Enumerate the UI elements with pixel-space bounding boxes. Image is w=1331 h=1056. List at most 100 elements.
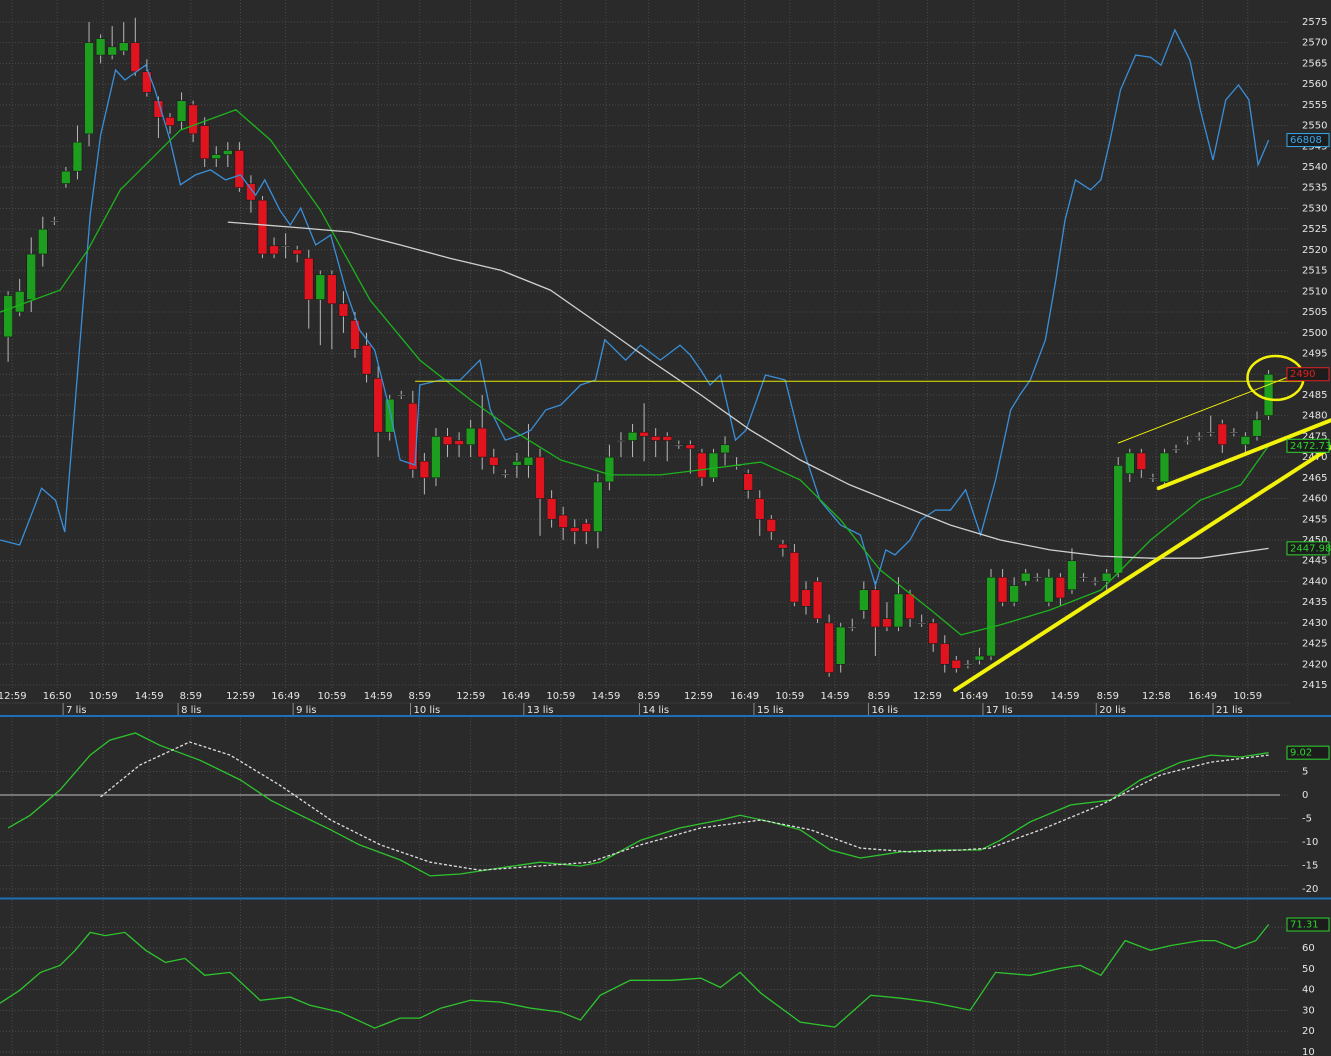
y-tick-label: 0 xyxy=(1302,790,1308,801)
x-tick-label: 14:59 xyxy=(592,691,621,702)
date-label: 17 lis xyxy=(986,705,1013,716)
value-tag-box xyxy=(1286,367,1330,382)
candle-body xyxy=(997,576,1008,603)
series-line xyxy=(100,741,1269,871)
trend-line xyxy=(953,445,1331,692)
candle-body xyxy=(130,42,141,72)
plot-area xyxy=(0,718,1290,897)
candle-body xyxy=(673,444,684,446)
candle-body xyxy=(431,436,441,479)
y-tick-label: 2510 xyxy=(1302,286,1327,297)
x-tick-label: 14:59 xyxy=(1051,691,1080,702)
x-tick-label: 16:49 xyxy=(501,691,530,702)
candle-body xyxy=(488,456,499,466)
candle-body xyxy=(951,659,962,669)
series-line xyxy=(227,221,1269,559)
candle-body xyxy=(1101,572,1112,582)
candle-body xyxy=(523,456,534,466)
candle-body xyxy=(327,274,337,305)
candle-body xyxy=(1148,477,1158,480)
x-tick-label: 8:59 xyxy=(180,691,202,702)
candle-body xyxy=(1044,576,1054,603)
candle-body xyxy=(107,46,117,56)
x-tick-label: 16:49 xyxy=(1188,691,1217,702)
candle-body xyxy=(546,498,557,520)
value-tag: 2472.73 xyxy=(1290,441,1331,452)
candle-body xyxy=(1194,436,1204,438)
date-label: 15 lis xyxy=(757,705,784,716)
plot-area xyxy=(0,0,1290,690)
value-tag-box xyxy=(1286,541,1330,556)
candle-body xyxy=(454,440,464,445)
candle-body xyxy=(1124,452,1135,474)
x-tick-label: 10:59 xyxy=(1004,691,1033,702)
candle-body xyxy=(974,655,985,661)
candle-body xyxy=(84,42,94,135)
candle-body xyxy=(188,104,198,135)
y-tick-label: 60 xyxy=(1302,943,1315,954)
plot-area xyxy=(0,900,1290,1056)
value-tag-box xyxy=(1286,133,1330,148)
candle-body xyxy=(1020,572,1031,582)
y-tick-label: 40 xyxy=(1302,985,1315,996)
trend-line xyxy=(1117,371,1302,444)
y-tick-label: -15 xyxy=(1302,861,1318,872)
candle-body xyxy=(165,116,175,126)
candle-body xyxy=(1229,431,1239,434)
candle-body xyxy=(893,593,904,628)
x-tick-label: 16:49 xyxy=(271,691,300,702)
y-tick-label: 2540 xyxy=(1302,162,1327,173)
x-tick-label: 10:59 xyxy=(317,691,346,702)
candle-body xyxy=(835,626,846,665)
x-tick-label: 12:59 xyxy=(226,691,255,702)
candle-body xyxy=(396,394,407,397)
candle-body xyxy=(847,626,858,629)
y-tick-label: 2535 xyxy=(1302,183,1327,194)
date-label: 21 lis xyxy=(1216,705,1243,716)
series-line xyxy=(7,732,1269,877)
candle-body xyxy=(639,431,649,437)
x-tick-label: 10:59 xyxy=(1233,691,1262,702)
candle-body xyxy=(37,228,48,255)
y-tick-label: 2460 xyxy=(1302,494,1327,505)
value-tag: 66808 xyxy=(1290,135,1322,146)
y-tick-label: 2425 xyxy=(1302,639,1327,650)
y-tick-label: 2480 xyxy=(1302,411,1327,422)
candle-body xyxy=(465,427,476,445)
candle-body xyxy=(1217,423,1228,445)
candle-body xyxy=(859,589,869,611)
x-tick-label: 14:59 xyxy=(135,691,164,702)
x-tick-label: 8:59 xyxy=(1097,691,1119,702)
y-tick-label: 2420 xyxy=(1302,659,1327,670)
candle-body xyxy=(743,473,753,491)
candle-body xyxy=(246,183,256,201)
y-tick-label: 2550 xyxy=(1302,121,1327,132)
candle-body xyxy=(939,643,950,665)
y-tick-label: 2530 xyxy=(1302,203,1327,214)
candle-body xyxy=(72,141,83,172)
y-tick-label: 2465 xyxy=(1302,473,1327,484)
date-label: 14 lis xyxy=(642,705,669,716)
candle-body xyxy=(1067,560,1077,591)
candle-body xyxy=(963,664,973,666)
candle-body xyxy=(3,295,13,338)
candle-body xyxy=(477,427,488,458)
candle-body xyxy=(211,154,222,160)
y-tick-label: 2515 xyxy=(1302,266,1327,277)
candle-body xyxy=(1032,576,1043,579)
candle-body xyxy=(1205,431,1216,434)
date-label: 10 lis xyxy=(414,705,441,716)
y-tick-label: 2415 xyxy=(1302,680,1327,691)
candle-body xyxy=(685,444,696,450)
x-tick-label: 12:59 xyxy=(456,691,485,702)
x-tick-label: 12:59 xyxy=(913,691,942,702)
candle-body xyxy=(199,125,210,160)
candle-body xyxy=(61,170,71,184)
candle-body xyxy=(604,456,615,483)
candle-body xyxy=(905,593,915,620)
candle-body xyxy=(1252,419,1262,437)
x-tick-label: 8:59 xyxy=(868,691,890,702)
